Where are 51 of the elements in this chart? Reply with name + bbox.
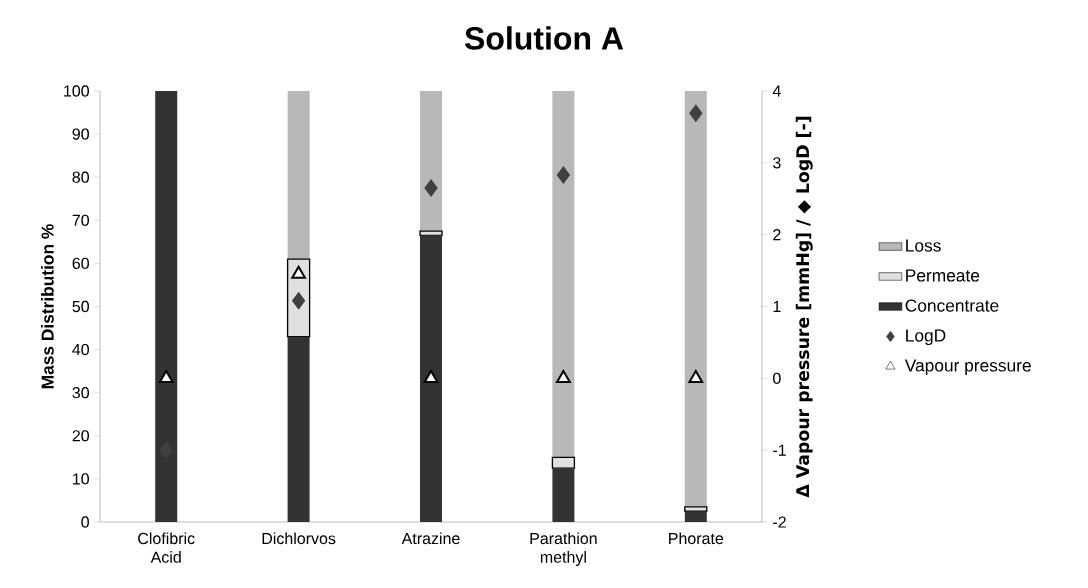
y2-tick-label: 0 bbox=[773, 372, 781, 384]
y-tick-label: 100 bbox=[64, 85, 89, 97]
point bbox=[689, 104, 703, 122]
x-tick-label: Parathion methyl bbox=[530, 532, 597, 566]
y2-tick-label: 2 bbox=[773, 229, 781, 241]
point bbox=[292, 292, 306, 310]
bar bbox=[684, 90, 707, 507]
point bbox=[158, 369, 174, 383]
y2-tick-label: -1 bbox=[773, 444, 786, 456]
x-tick-label: Clofibric Acid bbox=[138, 532, 195, 563]
y-tick-label: 50 bbox=[72, 300, 89, 313]
y-tick-label: 60 bbox=[72, 257, 89, 270]
y2-tick-label: -2 bbox=[773, 516, 786, 528]
x-tick-label: Phorate bbox=[669, 532, 724, 545]
x-tick-label: Atrazine bbox=[401, 532, 460, 545]
point bbox=[291, 265, 306, 279]
y-tick-label: 90 bbox=[72, 128, 89, 140]
bar bbox=[552, 468, 575, 522]
y-tick-label: 70 bbox=[72, 214, 89, 226]
y-tick-label: 0 bbox=[81, 516, 89, 528]
bar bbox=[420, 235, 443, 522]
bar bbox=[551, 456, 576, 469]
bar bbox=[552, 90, 575, 458]
legend-label: Concentrate bbox=[905, 299, 999, 312]
legend-label: Loss bbox=[906, 239, 941, 252]
bar bbox=[684, 511, 707, 522]
y2-axis-title: Δ Vapour pressure [mmHg] / ◆ LogD [-] bbox=[795, 116, 813, 498]
chart-title: Solution A bbox=[464, 26, 624, 50]
legend-label: Permeate bbox=[906, 269, 980, 282]
point bbox=[688, 369, 704, 383]
bar bbox=[420, 90, 443, 232]
y-tick-label: 80 bbox=[72, 171, 89, 183]
y-tick-label: 20 bbox=[72, 430, 89, 442]
point bbox=[556, 166, 570, 184]
y2-tick-label: 4 bbox=[772, 85, 781, 97]
y-tick-label: 10 bbox=[73, 473, 89, 485]
y2-tick-label: 1 bbox=[773, 301, 781, 312]
x-tick-label: Dichlorvos bbox=[262, 532, 336, 545]
y-tick-label: 30 bbox=[72, 387, 89, 399]
bar bbox=[419, 230, 443, 237]
y-tick-label: 40 bbox=[72, 343, 89, 356]
point bbox=[556, 369, 571, 383]
y-axis-title: Mass Distribution % bbox=[41, 224, 54, 389]
point bbox=[423, 369, 439, 383]
legend-label: LogD bbox=[906, 329, 946, 346]
bar bbox=[287, 90, 310, 260]
bar bbox=[155, 90, 178, 522]
legend-label: Vapour pressure bbox=[904, 359, 1031, 375]
y2-tick-label: 3 bbox=[773, 157, 781, 169]
point bbox=[424, 179, 438, 197]
bar bbox=[287, 336, 310, 522]
